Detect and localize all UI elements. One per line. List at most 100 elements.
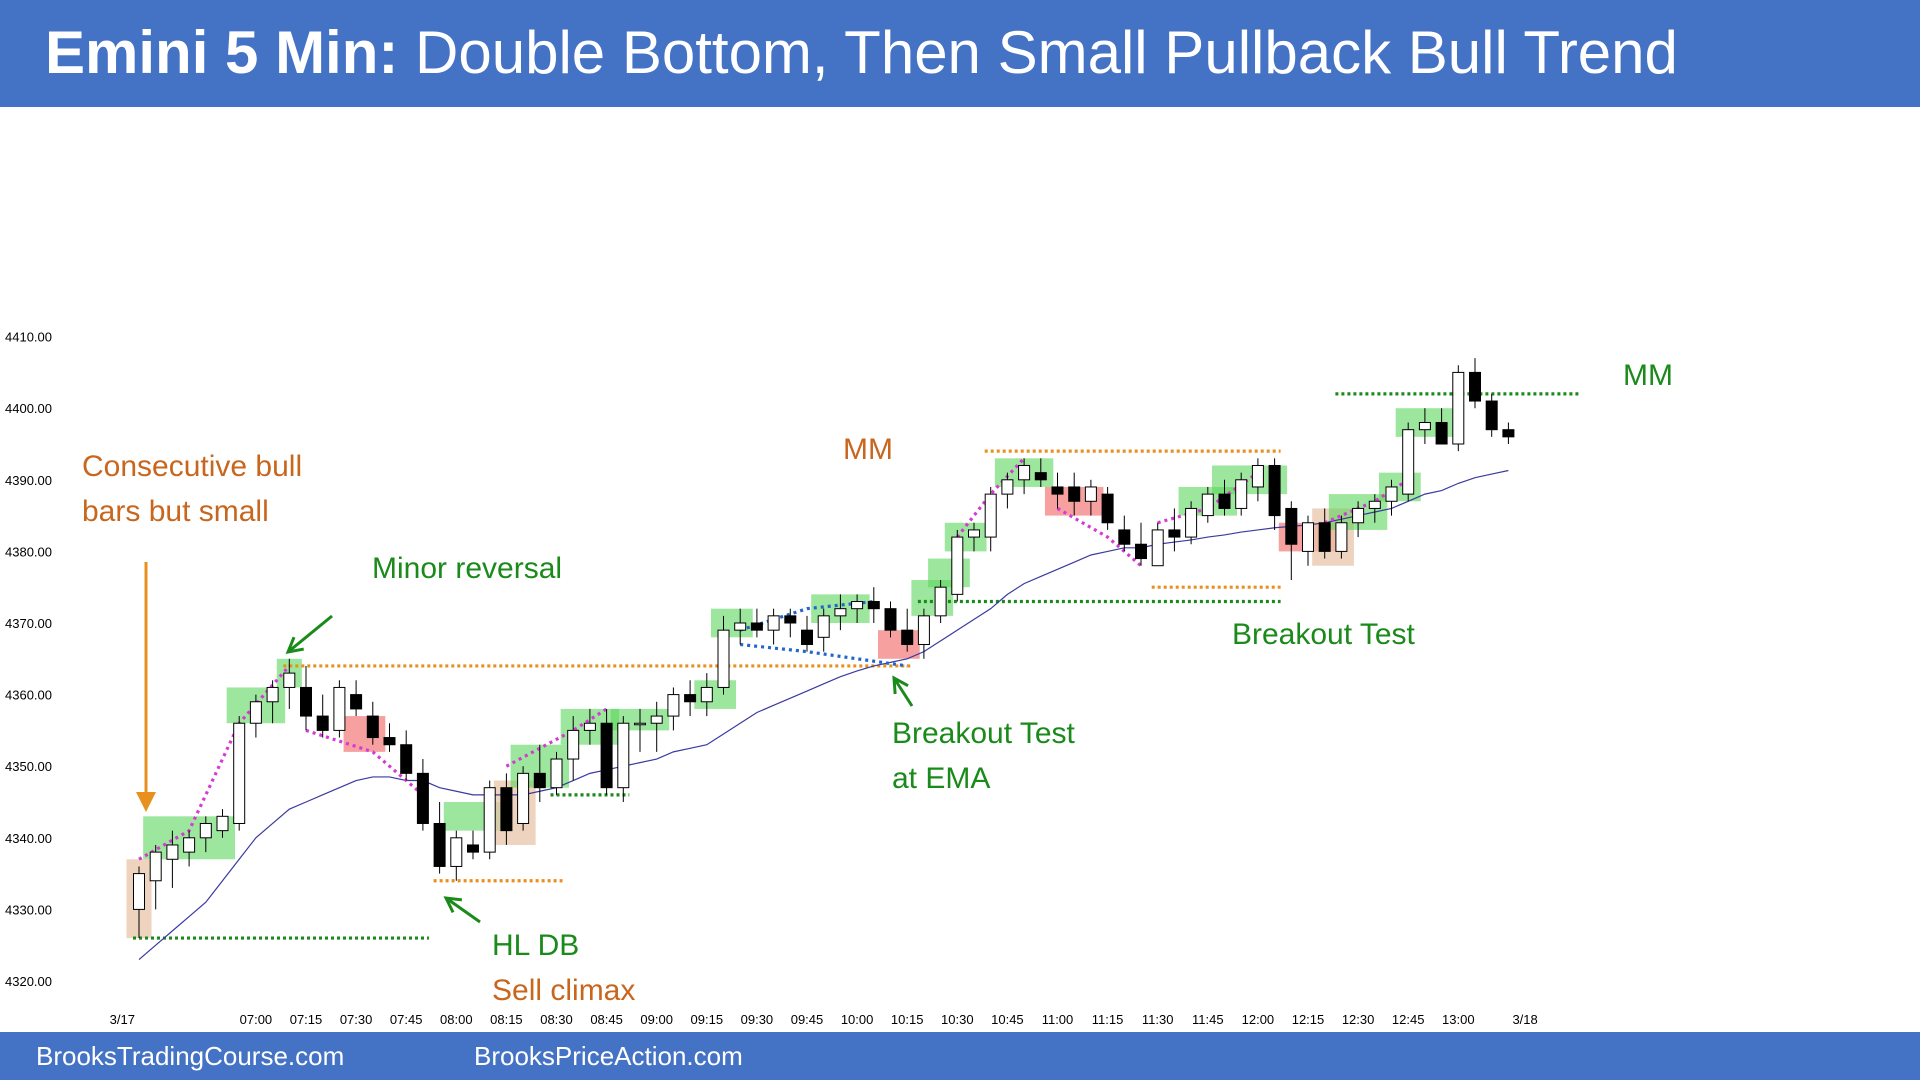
candle	[1418, 408, 1431, 444]
candle-body-bear	[1051, 486, 1064, 495]
candle	[1001, 472, 1014, 509]
x-tick-label: 12:15	[1292, 1012, 1325, 1027]
candle	[851, 594, 864, 623]
candle	[199, 816, 212, 853]
orange-arrow-head	[136, 792, 156, 812]
candle-body-bear	[1285, 507, 1298, 545]
candle	[517, 766, 530, 831]
candle	[383, 723, 396, 752]
candle-body-bull	[834, 608, 847, 617]
candle-body-bear	[1135, 543, 1147, 560]
candle	[333, 680, 346, 738]
candle	[817, 608, 830, 652]
candle	[634, 708, 646, 752]
candle	[867, 587, 880, 623]
candle	[600, 708, 613, 795]
candle-body-bull	[550, 758, 563, 789]
candle	[1268, 458, 1281, 530]
candle-body-bear	[1318, 522, 1331, 552]
highlight-box-bear	[343, 716, 386, 752]
candle	[533, 744, 546, 802]
candle-body-bull	[968, 529, 980, 538]
candle	[316, 694, 329, 738]
annotation-label: MM	[1623, 359, 1673, 392]
candle	[984, 486, 997, 552]
candle-body-bull	[617, 722, 630, 789]
highlight-box-bull	[694, 680, 737, 709]
candle-body-bull	[1235, 479, 1248, 509]
highlight-box-bull	[928, 558, 970, 588]
green-arrow-breakout-test-head	[892, 675, 909, 695]
candle	[934, 580, 947, 623]
candle	[1084, 479, 1097, 516]
candle	[400, 730, 413, 781]
candle-body-bull	[216, 815, 229, 832]
candle	[1201, 486, 1214, 523]
candlestick-chart: 4320.00 4330.00 4340.00 4350.00 4360.00 4370.…	[5, 330, 1673, 1027]
candle-body-bull	[199, 822, 212, 839]
green-arrow-hl-db-head	[443, 896, 463, 914]
candle	[133, 866, 145, 939]
candle-body-bear	[1435, 422, 1448, 445]
x-tick-label: 09:30	[741, 1012, 774, 1027]
x-tick-label: 12:30	[1342, 1012, 1375, 1027]
title-description: Double Bottom, Then Small Pullback Bull …	[415, 19, 1678, 86]
candle	[1018, 458, 1031, 495]
green-arrow-minor-reversal	[287, 614, 333, 654]
y-tick-label: 4410.00	[5, 330, 52, 345]
title-symbol: Emini 5 Min:	[45, 19, 399, 86]
candle-body-bear	[500, 787, 513, 832]
candle	[1151, 522, 1164, 567]
candle	[1502, 422, 1515, 444]
page-title: Emini 5 Min: Double Bottom, Then Small P…	[45, 18, 1678, 87]
candle	[1469, 358, 1481, 409]
candle-body-bull	[249, 701, 262, 724]
green-arrow-hl-db	[445, 896, 481, 924]
candle-body-bull	[166, 844, 179, 860]
highlight-box-bear	[877, 630, 920, 659]
annotation-label: MM	[843, 433, 893, 466]
candle-body-bear	[433, 822, 446, 867]
candle-body-bull	[667, 694, 680, 717]
x-tick-label: 11:00	[1042, 1012, 1074, 1027]
candle	[1185, 501, 1198, 545]
candle	[1435, 408, 1448, 445]
candle	[884, 601, 897, 638]
candle-body-bull	[700, 686, 713, 703]
candle-body-bull	[283, 672, 296, 688]
candle-body-bull	[1418, 422, 1431, 431]
candle-body-bear	[1469, 371, 1481, 402]
candle-body-bull	[851, 601, 864, 610]
candle	[1352, 501, 1365, 538]
candle-body-bear	[784, 615, 797, 624]
y-tick-label: 4390.00	[5, 473, 52, 488]
candle	[1168, 508, 1181, 552]
x-tick-label: 09:00	[640, 1012, 673, 1027]
green-arrow-minor-reversal-head	[285, 636, 305, 654]
candle	[901, 608, 914, 652]
footer-link-brookstradingcourse[interactable]: BrooksTradingCourse.com	[36, 1041, 345, 1071]
x-tick-label: 07:15	[290, 1012, 323, 1027]
candle-body-bear	[416, 772, 429, 824]
footer-banner: BrooksTradingCourse.com BrooksPriceActio…	[0, 1032, 1920, 1080]
candle	[1218, 479, 1231, 516]
candle-body-bull	[934, 586, 947, 617]
candle-body-bull	[1201, 493, 1214, 517]
candle-body-bear	[1168, 529, 1181, 538]
x-tick-label: 3/18	[1512, 1012, 1537, 1027]
ema-line	[138, 469, 1509, 960]
highlight-box-bull	[1378, 472, 1421, 502]
y-tick-label: 4350.00	[5, 759, 52, 774]
candle-body-bear	[400, 744, 413, 774]
candle	[1368, 494, 1381, 523]
candle-body-bear	[1118, 529, 1131, 545]
candle-body-bear	[867, 601, 880, 610]
x-tick-label: 08:30	[540, 1012, 573, 1027]
x-tick-label: 10:00	[841, 1012, 874, 1027]
candle	[583, 708, 596, 745]
footer-link-brookspriceaction[interactable]: BrooksPriceAction.com	[474, 1041, 743, 1071]
y-tick-label: 4400.00	[5, 401, 52, 416]
candle-body-bear	[1218, 493, 1231, 509]
candle-body-bull	[650, 715, 663, 724]
candle	[700, 673, 713, 717]
